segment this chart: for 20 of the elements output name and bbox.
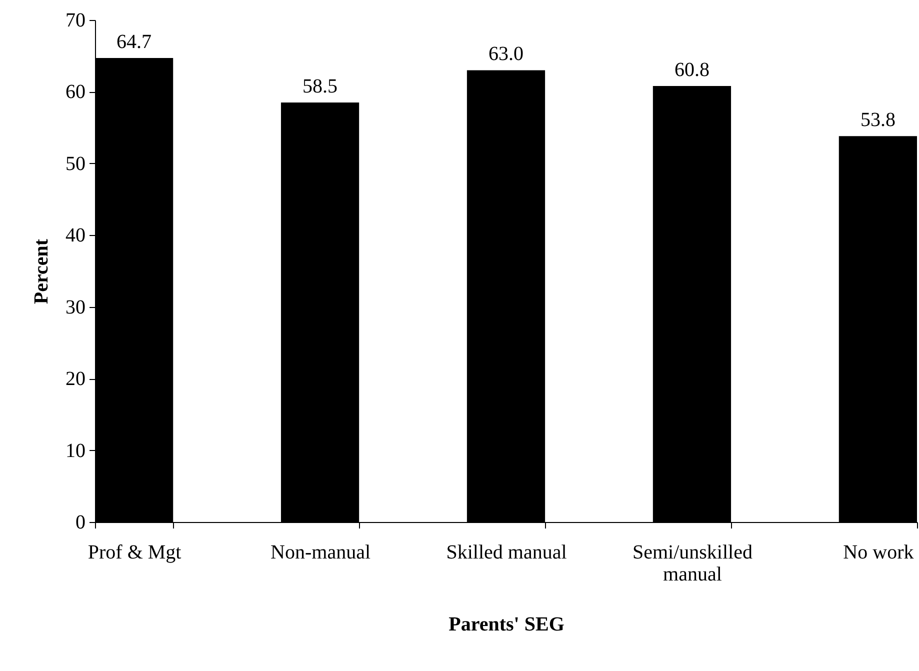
y-tick-label: 20 bbox=[66, 368, 86, 390]
data-label: 64.7 bbox=[116, 31, 152, 54]
y-tick-label: 50 bbox=[66, 152, 86, 175]
y-tick-label: 0 bbox=[76, 512, 86, 534]
y-tick-label: 30 bbox=[66, 296, 86, 318]
y-tick-label: 60 bbox=[66, 81, 86, 104]
x-axis-title: Parents' SEG bbox=[448, 614, 565, 636]
y-tick-label: 70 bbox=[66, 10, 86, 32]
data-label: 58.5 bbox=[302, 75, 338, 98]
data-label: 63.0 bbox=[488, 43, 524, 66]
data-label: 53.8 bbox=[860, 109, 896, 132]
y-tick-label: 10 bbox=[66, 440, 86, 462]
y-axis-title: Percent bbox=[30, 238, 52, 304]
y-tick-label: 40 bbox=[66, 224, 86, 247]
x-tick-label: No work bbox=[843, 542, 914, 564]
x-tick-label: Skilled manual bbox=[446, 542, 568, 564]
x-tick-label: Prof & Mgt bbox=[88, 542, 182, 564]
x-tick-label: Non-manual bbox=[270, 542, 371, 564]
data-label: 60.8 bbox=[674, 58, 710, 81]
x-tick-label: Semi/unskilled manual bbox=[632, 542, 752, 586]
